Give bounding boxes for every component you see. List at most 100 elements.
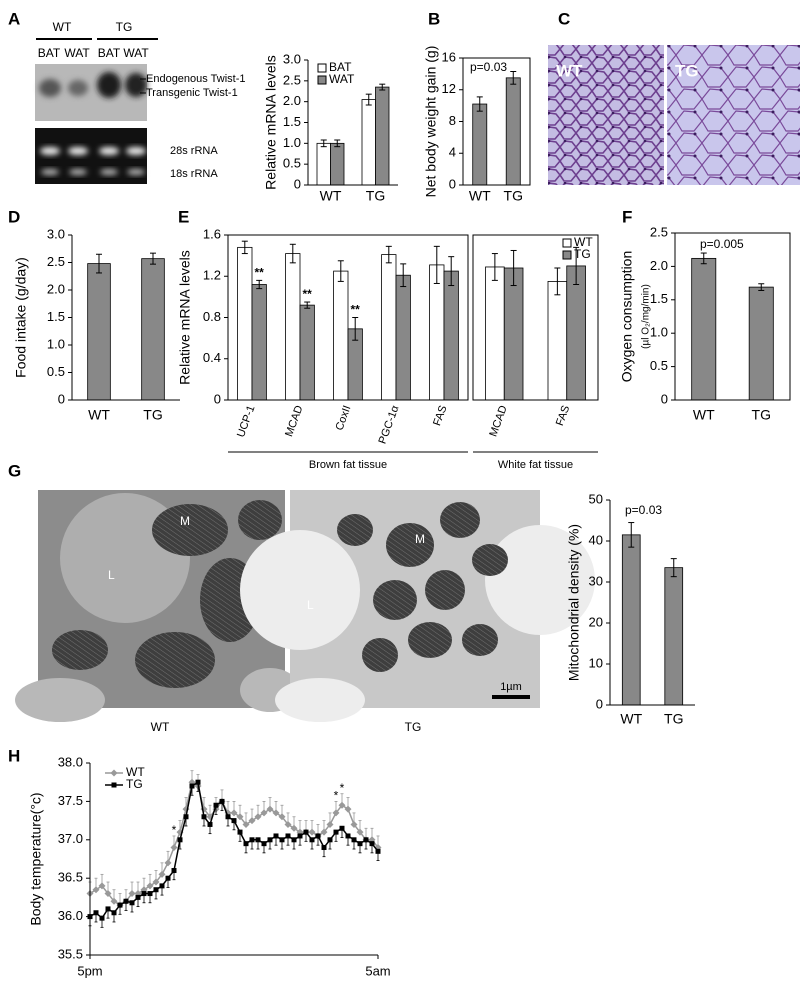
image-label: TG (675, 61, 699, 80)
y-tick-label: 8 (449, 113, 456, 128)
genotype-label: WT (53, 20, 72, 34)
em-label: M (415, 532, 425, 546)
bar (664, 567, 684, 706)
y-tick-label: 1.2 (203, 268, 221, 283)
plot-frame (472, 234, 599, 401)
x-tick-label: WT (469, 188, 491, 204)
em-caption: TG (405, 720, 422, 734)
northern-blot: WT TG BAT WAT BAT WAT Endogenous Twist-1… (35, 20, 245, 184)
point (104, 890, 112, 898)
point (350, 820, 358, 828)
y-axis-label: Relative mRNA levels (177, 250, 193, 385)
y-tick-label: 37.5 (58, 793, 83, 808)
point (297, 833, 303, 839)
lane-label: BAT (98, 46, 121, 60)
point (315, 833, 321, 839)
point (356, 828, 364, 836)
point (249, 837, 255, 843)
panel-label: G (8, 461, 21, 480)
point (236, 813, 244, 821)
bar (429, 264, 445, 401)
y-tick-label: 2.5 (283, 72, 301, 87)
y-tick-label: 1.5 (47, 309, 65, 324)
point (375, 848, 381, 854)
gel-image (35, 128, 147, 184)
lane-label: WAT (64, 46, 90, 60)
plot-frame (674, 232, 791, 401)
panel-label: F (622, 207, 632, 226)
annotation: p=0.005 (700, 237, 744, 251)
point (135, 894, 141, 900)
point (284, 820, 292, 828)
point (183, 814, 189, 820)
point (177, 837, 183, 843)
point (189, 783, 195, 789)
legend-label: WT (126, 765, 145, 779)
annotation: p=0.03 (625, 503, 662, 517)
y-tick-label: 0 (449, 176, 456, 191)
y-tick-label: 0.5 (283, 156, 301, 171)
y-tick-label: 0 (661, 391, 668, 406)
point (153, 887, 159, 893)
point (363, 837, 369, 843)
point (195, 779, 201, 785)
bar (621, 534, 641, 706)
y-tick-label: 1.5 (283, 114, 301, 129)
y-tick-label: 1.0 (47, 336, 65, 351)
bar (251, 284, 267, 401)
y-tick-label: 2.0 (47, 281, 65, 296)
legend-label: TG (574, 247, 591, 261)
y-axis-label: Body temperature(°c) (28, 792, 44, 925)
bar (472, 103, 488, 186)
x-tick-label: WT (620, 711, 642, 727)
point (141, 891, 147, 897)
legend-label: WT (574, 235, 593, 249)
x-tick-label: WT (693, 407, 715, 423)
bar (505, 77, 521, 186)
bar (503, 267, 524, 401)
point (225, 814, 231, 820)
x-tick-label: FAS (554, 404, 572, 428)
point (279, 837, 285, 843)
x-tick-label: TG (664, 711, 683, 727)
legend-swatch (562, 238, 572, 248)
y-tick-label: 1.0 (283, 135, 301, 150)
point (99, 915, 105, 921)
em-label: L (108, 568, 115, 582)
point (261, 841, 267, 847)
y-tick-label: 2.0 (650, 258, 668, 273)
point (255, 837, 261, 843)
point (260, 809, 268, 817)
point (98, 882, 106, 890)
band-label: 28s rRNA (170, 145, 218, 157)
point (237, 829, 243, 835)
y-axis-label: Mitochondrial density (%) (566, 524, 582, 681)
group-label: Brown fat tissue (309, 459, 387, 471)
x-tick-label: WT (320, 188, 342, 204)
point (171, 868, 177, 874)
y-tick-label: 0 (214, 391, 221, 406)
genotype-label: TG (116, 20, 133, 34)
x-tick-label: TG (143, 407, 162, 423)
point (110, 897, 118, 905)
point (111, 910, 117, 916)
point (333, 829, 339, 835)
y-tick-label: 4 (449, 145, 456, 160)
x-tick-label: PGC-1α (377, 403, 402, 445)
point (230, 809, 238, 817)
bar (748, 286, 774, 401)
lane-label: WAT (123, 46, 149, 60)
lane-label: BAT (38, 46, 61, 60)
point (128, 890, 136, 898)
point (231, 818, 237, 824)
x-tick-label: MCAD (487, 404, 509, 439)
y-tick-label: 37.0 (58, 831, 83, 846)
x-tick-label: MCAD (283, 404, 305, 439)
point (129, 900, 135, 906)
y-tick-label: 0.5 (650, 358, 668, 373)
bar (443, 270, 459, 401)
x-tick-label: FAS (431, 404, 449, 428)
point (243, 841, 249, 847)
y-tick-label: 38.0 (58, 754, 83, 769)
